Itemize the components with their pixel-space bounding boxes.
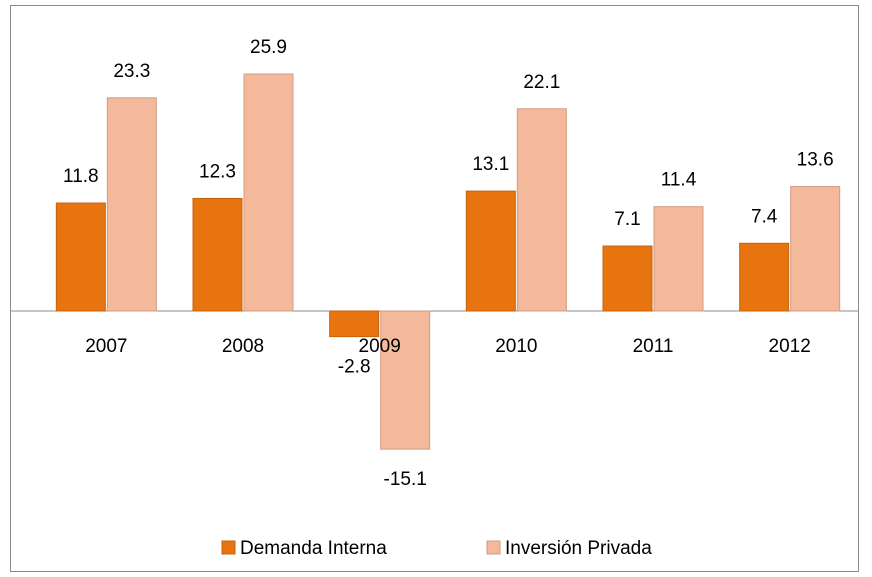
x-tick-label: 2010: [495, 336, 537, 357]
data-label: 13.1: [472, 154, 509, 175]
legend-label: Demanda Interna: [240, 538, 387, 559]
bar: [602, 245, 653, 312]
data-label: 7.1: [614, 209, 640, 230]
bar: [790, 186, 841, 312]
bar: [465, 190, 516, 312]
bar: [739, 242, 790, 312]
data-label: -2.8: [338, 357, 371, 378]
bar: [516, 108, 567, 312]
legend-swatch: [221, 540, 236, 555]
data-label: 22.1: [523, 72, 560, 93]
data-label: 11.4: [661, 170, 697, 191]
data-label: 25.9: [250, 37, 287, 58]
data-label: -15.1: [384, 469, 427, 490]
bar: [106, 97, 157, 312]
x-tick-label: 2008: [222, 336, 264, 357]
bar: [380, 310, 431, 450]
legend-swatch: [486, 540, 501, 555]
data-label: 13.6: [797, 150, 834, 171]
data-label: 12.3: [199, 161, 236, 182]
x-tick-label: 2009: [359, 336, 401, 357]
data-label: 7.4: [751, 206, 778, 227]
data-label: 23.3: [113, 61, 150, 82]
bar: [653, 206, 704, 312]
x-tick-label: 2012: [769, 336, 811, 357]
bar: [329, 310, 380, 338]
bar: [243, 73, 294, 312]
legend-label: Inversión Privada: [505, 538, 652, 559]
data-label: 11.8: [63, 166, 99, 187]
bar: [55, 202, 106, 312]
x-tick-label: 2011: [633, 336, 674, 357]
bar: [192, 197, 243, 312]
x-tick-label: 2007: [85, 336, 127, 357]
